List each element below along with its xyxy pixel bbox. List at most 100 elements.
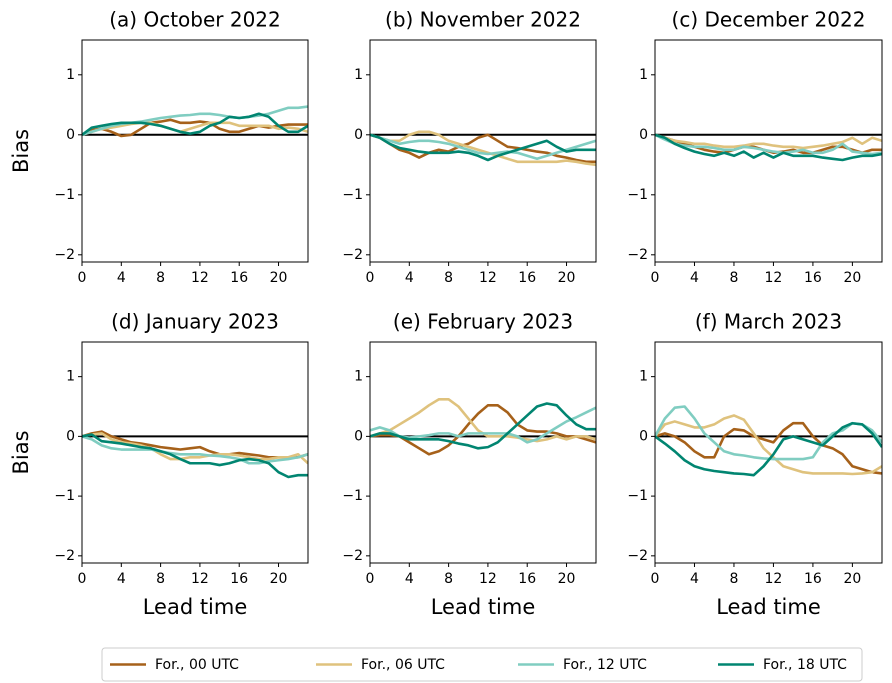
legend-label: For., 00 UTC [155,657,239,673]
y-tick-label: −1 [54,488,75,504]
series-line [82,112,308,136]
x-tick-label: 20 [270,571,288,587]
series-line [370,402,596,450]
legend-box [101,647,863,682]
x-tick-label: 4 [690,270,699,286]
series-line [82,432,308,465]
x-tick-label: 4 [690,571,699,587]
x-axis-label: Lead time [716,595,821,619]
plot-area [655,133,882,162]
x-tick-label: 4 [405,270,414,286]
y-tick-label: −1 [627,187,648,203]
legend-label: For., 12 UTC [563,657,647,673]
x-tick-label: 4 [405,571,414,587]
x-tick-label: 8 [444,270,453,286]
series-line [655,421,882,477]
y-tick-label: 0 [639,428,648,444]
x-tick-label: 12 [479,571,497,587]
x-tick-label: 12 [765,270,783,286]
legend-label: For., 06 UTC [361,657,445,673]
legend-label: For., 18 UTC [763,657,847,673]
x-tick-label: 8 [156,571,165,587]
plot-area [655,405,882,477]
y-tick-label: 1 [639,369,648,385]
x-tick-label: 4 [117,571,126,587]
x-tick-label: 16 [518,270,536,286]
series-line [370,130,596,167]
axes-frame [81,39,309,263]
x-tick-label: 20 [558,270,576,286]
y-tick-label: −2 [54,548,75,564]
y-tick-label: −1 [54,187,75,203]
axes-frame [369,39,597,263]
x-tick-label: 12 [191,571,209,587]
y-tick-label: −2 [342,548,363,564]
panel-title: (c) December 2022 [672,8,866,32]
panel-title: (d) January 2023 [111,310,279,334]
x-tick-label: 0 [651,571,660,587]
x-tick-label: 16 [804,270,822,286]
y-tick-label: 1 [639,67,648,83]
plot-area [370,398,596,456]
x-tick-label: 12 [479,270,497,286]
x-tick-label: 16 [230,270,248,286]
plot-area [82,430,308,479]
series-line [82,435,308,465]
y-axis-label: Bias [9,430,33,474]
y-tick-label: 1 [354,67,363,83]
y-axis-label: Bias [9,129,33,173]
panel-title: (b) November 2022 [385,8,581,32]
x-tick-label: 8 [156,270,165,286]
series-line [82,433,308,479]
y-tick-label: −2 [627,548,648,564]
x-tick-label: 12 [191,270,209,286]
y-tick-label: −2 [342,247,363,263]
x-axis-label: Lead time [143,595,248,619]
series-line [370,133,596,161]
panel-title: (f) March 2023 [695,310,842,334]
x-tick-label: 8 [729,270,738,286]
x-tick-label: 0 [366,270,375,286]
x-tick-label: 20 [558,571,576,587]
series-line [655,133,882,162]
series-line [370,404,596,456]
x-tick-label: 20 [270,270,288,286]
y-tick-label: 0 [354,428,363,444]
series-line [82,121,308,137]
x-tick-label: 4 [117,270,126,286]
series-line [655,414,882,476]
y-tick-label: 1 [66,67,75,83]
plot-area [370,130,596,167]
plot-area [82,105,308,138]
x-tick-label: 16 [230,571,248,587]
x-axis-label: Lead time [431,595,536,619]
x-tick-label: 0 [78,571,87,587]
y-tick-label: 0 [66,428,75,444]
x-tick-label: 20 [843,270,861,286]
x-tick-label: 16 [804,571,822,587]
series-line [655,421,882,475]
y-tick-label: 0 [639,127,648,143]
y-tick-label: −1 [342,187,363,203]
x-tick-label: 12 [765,571,783,587]
series-line [370,133,596,162]
x-tick-label: 0 [78,270,87,286]
panel-title: (a) October 2022 [109,8,281,32]
y-tick-label: −1 [627,488,648,504]
x-tick-label: 8 [729,571,738,587]
axes-frame [654,341,883,564]
y-tick-label: 0 [66,127,75,143]
x-tick-label: 0 [651,270,660,286]
series-line [655,133,882,156]
axes-frame [81,341,309,564]
x-tick-label: 0 [366,571,375,587]
x-tick-label: 16 [518,571,536,587]
y-tick-label: 1 [66,369,75,385]
y-tick-label: −1 [342,488,363,504]
series-line [370,406,596,444]
axes-frame [654,39,883,263]
panel-title: (e) February 2023 [393,310,573,334]
y-tick-label: 0 [354,127,363,143]
series-line [82,430,308,459]
